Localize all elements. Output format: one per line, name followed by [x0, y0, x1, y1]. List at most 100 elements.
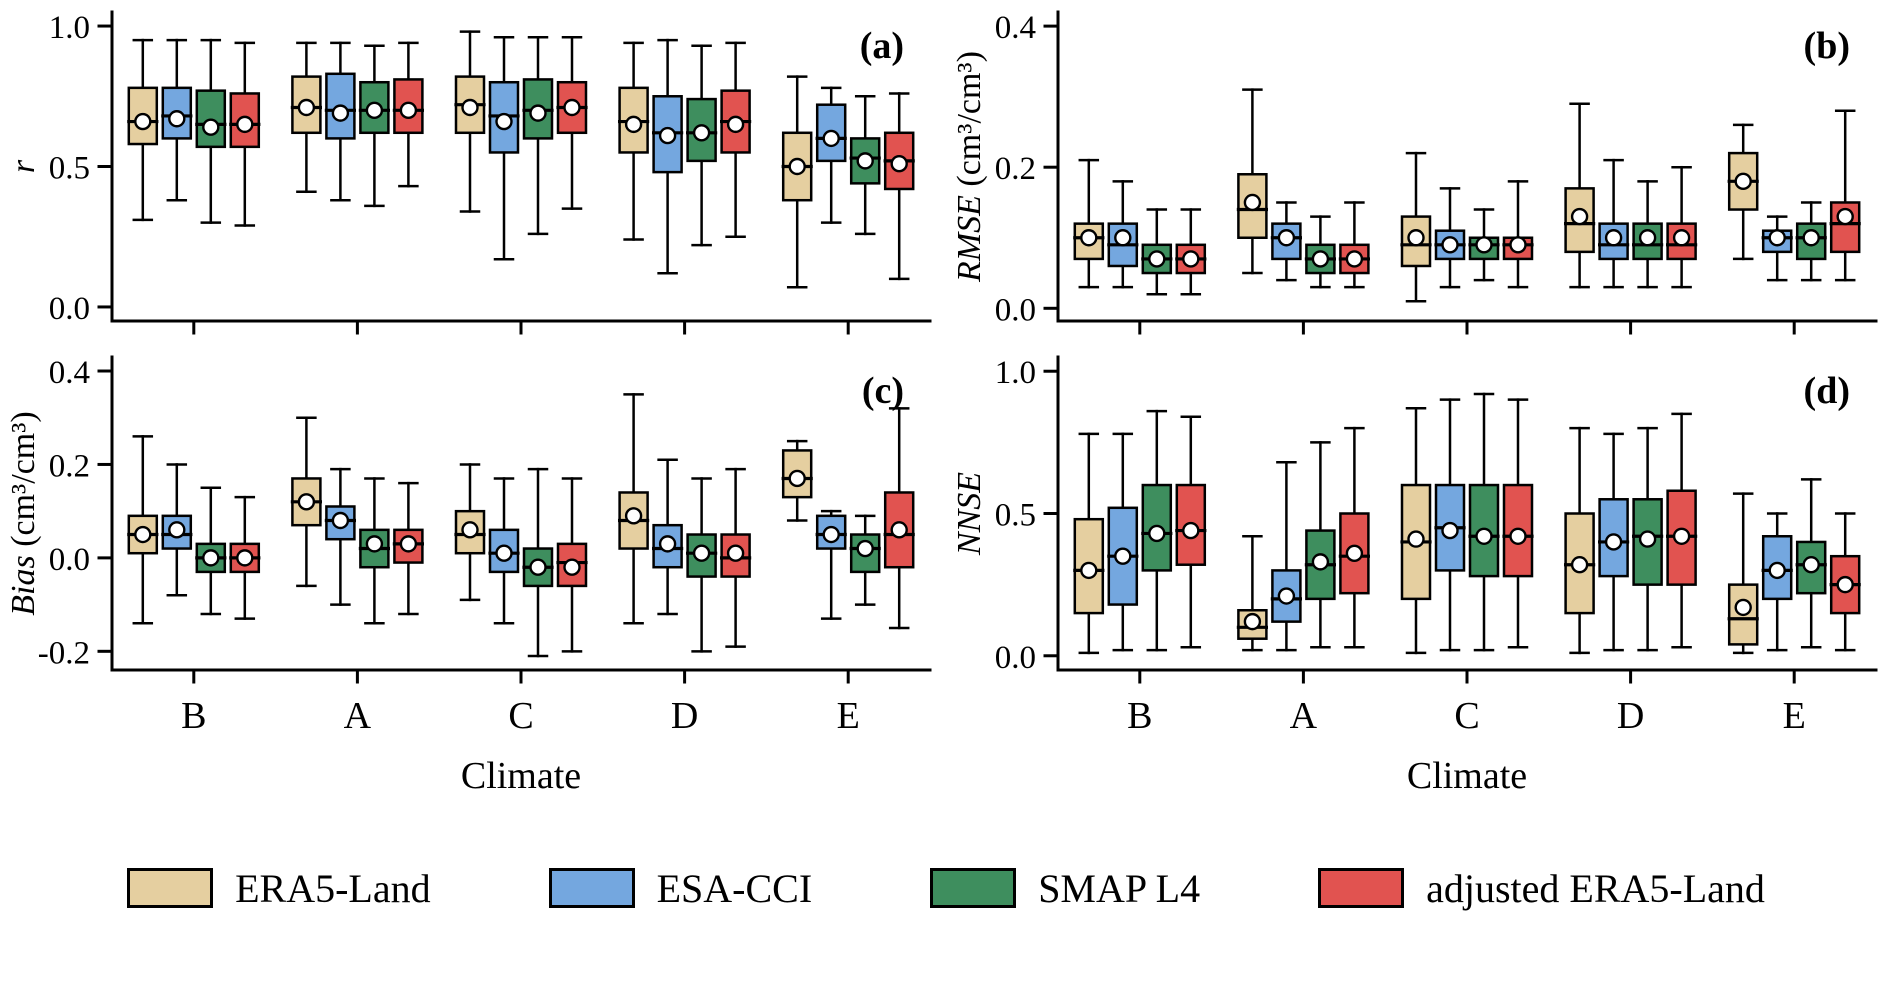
mean-marker	[297, 98, 316, 117]
mean-marker	[495, 544, 513, 562]
boxplot	[195, 486, 227, 616]
boxplot	[1597, 432, 1630, 652]
boxplot	[815, 509, 847, 620]
box	[1073, 517, 1105, 615]
mean-marker	[1768, 229, 1786, 247]
boxplot	[651, 458, 684, 616]
boxplot	[127, 38, 159, 222]
boxplot	[1141, 409, 1173, 652]
legend-label: adjusted ERA5-Land	[1426, 865, 1765, 911]
boxplot	[1107, 432, 1139, 652]
boxplot	[127, 435, 159, 625]
boxplot	[1073, 432, 1105, 655]
mean-marker	[1311, 250, 1330, 268]
mean-marker	[1182, 250, 1200, 268]
x-tick-label: A	[344, 695, 372, 737]
boxplot	[1434, 187, 1466, 289]
x-tick-label: B	[1127, 695, 1152, 737]
boxplot	[685, 44, 718, 247]
mean-marker	[1277, 587, 1296, 605]
boxplot	[1631, 426, 1664, 652]
mean-marker	[134, 112, 152, 131]
boxplot	[883, 407, 915, 630]
boxplot	[1400, 151, 1432, 303]
legend-label: ESA-CCI	[656, 865, 813, 911]
panel-c-chart: -0.2 0.0 0.2 0.4 B A C D E Climate Bias (cm³/cm³) (…	[5, 355, 932, 797]
boxplot	[358, 44, 390, 208]
legend-swatch	[930, 868, 1017, 908]
mean-marker	[1734, 598, 1752, 617]
x-axis-label: Climate	[1407, 755, 1527, 797]
y-tick-label: 0.4	[995, 10, 1036, 46]
mean-marker	[1570, 207, 1589, 226]
y-tick-label: 0.0	[995, 640, 1036, 676]
boxplot	[392, 41, 424, 188]
mean-marker	[788, 157, 806, 176]
mean-marker	[331, 511, 350, 530]
y-tick-label: 1.0	[995, 355, 1036, 391]
legend-item-adjusted-era5-land: adjusted ERA5-Land	[1318, 865, 1765, 912]
boxplot	[229, 495, 261, 620]
mean-marker	[822, 525, 840, 544]
boxplot	[556, 477, 588, 653]
mean-marker	[168, 521, 186, 539]
boxplot	[358, 477, 390, 625]
mean-marker	[134, 525, 152, 544]
y-tick-label: 0.2	[995, 151, 1036, 187]
y-tick-label: 0.0	[49, 291, 90, 327]
legend: ERA5-Land ESA-CCI SMAP L4 adjusted ERA5-…	[0, 805, 1892, 963]
mean-marker	[890, 154, 908, 173]
boxplot	[1631, 180, 1664, 289]
y-axis-label: r	[5, 159, 42, 173]
boxplot	[849, 514, 881, 606]
x-tick-label: C	[1454, 695, 1479, 737]
boxplot	[454, 30, 486, 213]
mean-marker	[1836, 207, 1854, 226]
y-tick-label: 0.0	[995, 292, 1036, 328]
mean-marker	[1638, 530, 1657, 548]
legend-item-smap-l4: SMAP L4	[930, 865, 1200, 912]
mean-marker	[1604, 533, 1623, 551]
boxplot	[161, 38, 193, 202]
boxplot	[1502, 398, 1534, 649]
mean-marker	[1475, 236, 1493, 254]
boxplot	[1270, 201, 1302, 282]
mean-marker	[563, 558, 581, 576]
boxplot	[290, 41, 322, 194]
boxplot	[1236, 535, 1268, 652]
mean-marker	[236, 549, 254, 567]
panel-letter: (a)	[860, 25, 904, 67]
mean-marker	[1672, 229, 1691, 247]
y-tick-label: 0.2	[49, 448, 90, 484]
boxplot	[1175, 415, 1207, 649]
boxplot	[719, 467, 752, 648]
legend-swatch	[548, 868, 635, 908]
panel-a-chart: 0.0 0.5 1.0 r (a)	[5, 10, 932, 335]
mean-marker	[856, 152, 874, 170]
mean-marker	[399, 535, 418, 553]
mean-marker	[563, 98, 581, 117]
panel-a: 0.0 0.5 1.0 r (a)	[0, 0, 946, 345]
boxplot	[1141, 208, 1173, 296]
y-axis-label: NNSE	[951, 472, 988, 556]
boxplot	[1665, 412, 1698, 649]
boxplot	[1502, 180, 1534, 289]
x-axis-label: Climate	[461, 755, 581, 797]
mean-marker	[1148, 250, 1166, 268]
panel-letter: (b)	[1804, 25, 1850, 67]
mean-marker	[1080, 229, 1098, 247]
x-tick-label: D	[671, 695, 698, 737]
boxplot	[290, 416, 322, 588]
mean-marker	[1114, 229, 1132, 247]
mean-marker	[365, 101, 384, 120]
boxplot	[556, 36, 588, 210]
mean-marker	[1277, 229, 1296, 247]
panel-letter: (d)	[1804, 370, 1850, 412]
mean-marker	[1734, 172, 1752, 191]
y-tick-label: -0.2	[38, 635, 90, 671]
mean-marker	[202, 549, 220, 567]
boxplot	[1073, 158, 1105, 289]
boxplot	[488, 477, 520, 625]
boxplot	[324, 41, 356, 202]
